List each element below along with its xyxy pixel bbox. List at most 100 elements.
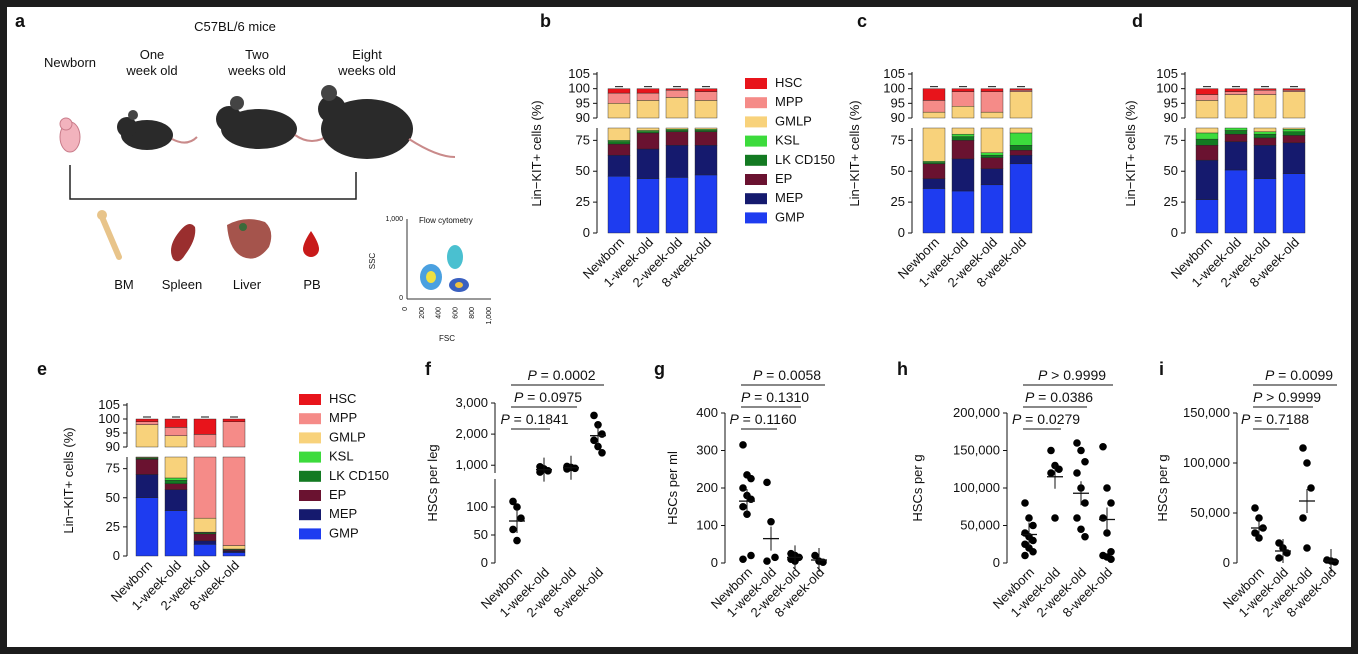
data-point-2-week-old-3 [563,465,571,473]
ytick-label-150-000: 150,000 [1183,405,1230,420]
ytick-label-200: 200 [696,480,718,495]
y-axis-label: HSCs per g [910,454,925,521]
data-point-2-week-old-8 [1081,532,1089,541]
p-value-2: P = 0.0975 [514,389,582,405]
legend-label-mpp: MPP [329,410,357,425]
bar-1-week-old-mep [636,148,660,179]
data-point-2-week-old-1 [1077,446,1085,455]
bar-2-week-old-gmlp [665,127,689,130]
y-axis-label: Lin−KIT+ cells (%) [1123,100,1138,206]
bar-1-week-old-lk-cd150 [1224,130,1248,135]
panel-label-f: f [425,359,432,379]
data-point-1-week-old-2 [544,467,552,475]
legend-swatch-gmlp [299,432,321,444]
panel-label-h: h [897,359,908,379]
bar-8-week-old-gmp [222,552,246,557]
bar-upper-8-week-old-hsc [1009,88,1033,91]
bar-newborn-gmlp [607,127,631,141]
data-point-newborn-5 [747,495,755,504]
age-bracket [69,165,357,200]
bar-1-week-old-ep [951,140,975,160]
data-point-newborn-0 [1021,499,1029,507]
bar-upper-2-week-old-mpp [193,434,217,448]
bar-2-week-old-gmlp [1253,127,1277,132]
ytick-label-25: 25 [891,194,905,209]
ytick-label-100: 100 [98,411,120,426]
data-point-newborn-2 [747,474,755,483]
bar-8-week-old-ep [1282,135,1306,144]
ytick-label-90: 90 [891,110,905,125]
data-point-1-week-old-0 [763,478,771,487]
bar-8-week-old-gmlp [694,127,718,130]
bar-2-week-old-gmlp [980,127,1004,153]
bar-upper-2-week-old-hsc [193,418,217,435]
flow-ytick-0: 0 [399,295,403,302]
legend-label-lk-cd150: LK CD150 [775,152,835,167]
legend-label-lk-cd150: LK CD150 [329,468,389,483]
data-point-2-week-old-1 [1303,459,1311,467]
p-value-1: P = 0.7188 [1241,411,1309,427]
bar-8-week-old-ep [1009,150,1033,156]
data-point-newborn-9 [739,555,747,564]
bar-upper-1-week-old-hsc [636,88,660,94]
bar-upper-newborn-mpp [607,92,631,104]
data-point-newborn-0 [739,441,747,449]
two-week-mouse-icon [216,96,330,149]
ytick-label-0: 0 [113,548,120,563]
bar-newborn-mep [1195,159,1219,200]
legend-label-ep: EP [329,487,346,502]
ytick-label-25: 25 [1164,194,1178,209]
data-point-newborn-3 [509,525,517,534]
data-point-1-week-old-0 [1047,446,1055,455]
data-point-1-week-old-3 [1275,554,1283,562]
bar-2-week-old-ep [980,157,1004,169]
bar-newborn-ep [607,143,631,156]
data-point-8-week-old-0 [590,411,598,420]
figure-canvas: a C57BL/6 mice Newborn One week old Two we… [7,7,1351,647]
bar-1-week-old-ep [164,483,188,490]
legend-label-hsc: HSC [775,75,802,90]
legend-label-gmp: GMP [775,209,805,224]
bar-newborn-gmp [607,175,631,234]
bar-1-week-old-mep [951,158,975,192]
data-point-newborn-2 [517,514,525,522]
ytick-label-50: 50 [1164,163,1178,178]
legend-bottom: HSC MPP GMLP KSL LK CD150 EP MEP GMP [299,391,389,540]
ytick-label-0: 0 [1223,555,1230,570]
bar-2-week-old-gmp [980,184,1004,234]
bar-upper-2-week-old-hsc [980,88,1004,92]
legend-label-mep: MEP [775,190,803,205]
ytick-label-75: 75 [1164,132,1178,147]
flow-population-1-core [426,271,436,283]
legend-label-ep: EP [775,171,792,186]
p-value-1: P = 0.0279 [1012,411,1080,427]
eight-week-mouse-icon [318,85,456,159]
bar-upper-1-week-old-gmlp [951,106,975,119]
panel-label-d: d [1132,11,1143,31]
bar-upper-8-week-old-mpp [694,91,718,101]
data-point-8-week-old-8 [1107,555,1115,564]
legend-label-ksl: KSL [775,133,800,148]
bar-8-week-old-mep [694,145,718,176]
flow-xtick-0: 0 [402,307,409,311]
bar-upper-8-week-old-gmlp [1009,91,1033,119]
data-point-newborn-3 [739,484,747,492]
legend-swatch-mep [299,509,321,521]
bar-8-week-old-gmp [1282,173,1306,234]
panel-label-a: a [15,11,26,31]
bar-newborn-lk-cd150 [607,141,631,145]
bar-1-week-old-ep [636,132,660,150]
ytick-label-75: 75 [576,132,590,147]
bar-1-week-old-gmp [1224,169,1248,234]
ytick-label-95: 95 [576,95,590,110]
bar-1-week-old-gmp [636,178,660,234]
flow-cytometry-plot: Flow cytometry 1,000 0 SSC FSC 0 200 400 60… [368,216,493,343]
flow-title: Flow cytometry [419,216,473,225]
data-point-2-week-old-2 [1081,457,1089,466]
bar-upper-newborn-mpp [922,100,946,113]
data-point-newborn-0 [509,497,517,506]
bar-upper-newborn-hsc [135,418,159,422]
bar-2-week-old-mpp [193,456,217,519]
